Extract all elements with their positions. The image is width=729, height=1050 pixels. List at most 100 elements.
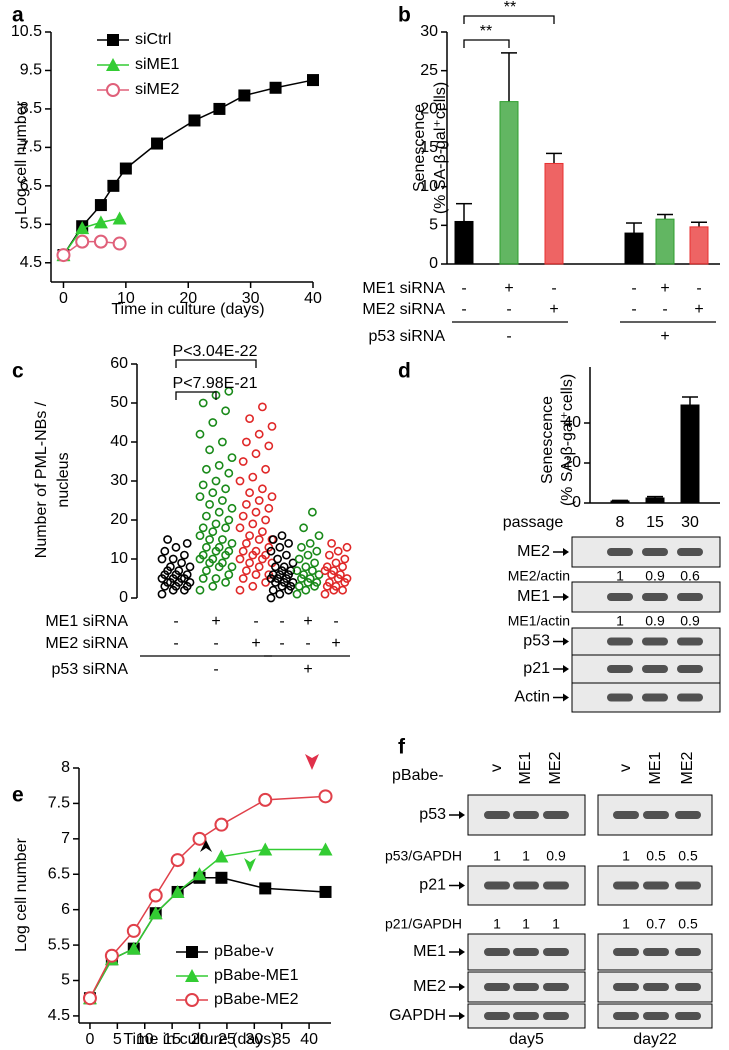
ratio-value: 1 xyxy=(616,568,624,584)
condition-mark: - xyxy=(173,613,178,630)
point xyxy=(165,562,175,572)
ratio-value: 0.9 xyxy=(645,568,665,584)
x-tick-label: 25 xyxy=(218,1031,236,1048)
point xyxy=(320,589,330,599)
blot-band xyxy=(677,593,703,601)
x-tick-label: 30 xyxy=(242,290,260,307)
y-tick-label: 0 xyxy=(119,589,128,606)
point xyxy=(275,542,285,552)
point xyxy=(214,542,224,552)
blot-band xyxy=(607,637,633,646)
ratio-label: ME2/actin xyxy=(508,568,570,584)
point xyxy=(208,554,218,564)
y-tick-label: 0 xyxy=(572,494,581,511)
point xyxy=(157,589,167,599)
y-tick-label: 15 xyxy=(420,139,438,156)
ratio-value: 1 xyxy=(616,613,624,629)
blot-band xyxy=(677,548,703,556)
y-tick-label: 40 xyxy=(110,433,128,450)
x-tick-label: 8 xyxy=(616,514,625,531)
point xyxy=(314,531,324,540)
blot-band xyxy=(643,983,669,991)
point xyxy=(198,523,208,533)
point xyxy=(257,527,267,537)
point xyxy=(301,562,311,572)
point xyxy=(238,511,248,521)
y-axis-label: Log cell number xyxy=(13,837,30,952)
point xyxy=(305,574,315,583)
bar xyxy=(680,404,700,504)
band-label: ME1 xyxy=(517,588,550,605)
x-axis-label: Time in culture (days) xyxy=(111,301,264,318)
marker xyxy=(107,179,120,192)
marker xyxy=(119,162,132,175)
lane-label: ME2 xyxy=(679,751,696,784)
point xyxy=(254,562,264,572)
y-tick-label: 30 xyxy=(420,23,438,40)
condition-label: ME2 siRNA xyxy=(362,301,445,318)
arrow-head xyxy=(563,665,569,673)
condition-mark: - xyxy=(461,280,466,297)
y-tick-label: 10.5 xyxy=(11,23,42,40)
ratio-value: 1 xyxy=(493,848,501,864)
panel-label: a xyxy=(12,4,24,27)
condition-mark: - xyxy=(461,301,466,318)
arrow-head xyxy=(459,881,465,890)
marker xyxy=(93,234,108,249)
y-tick-label: 8.5 xyxy=(20,100,42,117)
blot-band xyxy=(613,983,639,991)
blot-band xyxy=(677,665,703,673)
point xyxy=(342,574,352,583)
arrow-head xyxy=(459,811,465,819)
x-tick-label: 15 xyxy=(646,514,664,531)
band-label: ME2 xyxy=(517,543,550,560)
ratio-value: 0.6 xyxy=(680,568,700,584)
x-axis-label: passage xyxy=(503,514,564,531)
point xyxy=(248,519,258,529)
blot-band xyxy=(513,948,539,956)
y-tick-label: 20 xyxy=(563,454,581,471)
point xyxy=(241,566,251,576)
marker xyxy=(94,199,107,212)
point xyxy=(270,562,280,572)
annotation: P<7.98E-21 xyxy=(173,375,258,392)
point xyxy=(235,585,245,595)
point xyxy=(227,562,237,572)
point xyxy=(205,499,214,509)
ratio-value: 0.9 xyxy=(680,613,700,629)
point xyxy=(268,535,278,544)
marker xyxy=(214,849,229,863)
point xyxy=(217,558,227,568)
point xyxy=(195,492,205,501)
point xyxy=(279,562,289,572)
point xyxy=(254,429,264,439)
group-label: day5 xyxy=(509,1031,544,1048)
point xyxy=(185,562,195,572)
condition-mark: + xyxy=(331,635,340,652)
condition-label: p53 siRNA xyxy=(369,328,446,345)
blot-band xyxy=(484,881,510,890)
blot-band xyxy=(513,983,539,991)
point xyxy=(198,480,208,490)
bar xyxy=(689,226,709,265)
arrowhead xyxy=(305,754,319,770)
point xyxy=(307,507,317,517)
blot-band xyxy=(643,881,669,890)
annotation: ** xyxy=(504,0,516,16)
condition-mark: + xyxy=(303,613,312,630)
point xyxy=(224,546,234,556)
condition-mark: - xyxy=(696,280,701,297)
y-tick-label: 20 xyxy=(420,101,438,118)
point xyxy=(235,554,245,564)
condition-mark: + xyxy=(504,280,513,297)
point xyxy=(214,460,224,470)
marker xyxy=(238,89,251,102)
blot-band xyxy=(613,811,639,819)
marker xyxy=(214,817,229,832)
bar xyxy=(624,232,644,265)
point xyxy=(248,581,258,591)
y-tick-label: 6.5 xyxy=(48,865,70,882)
condition-mark: + xyxy=(549,301,558,318)
point xyxy=(160,546,170,556)
